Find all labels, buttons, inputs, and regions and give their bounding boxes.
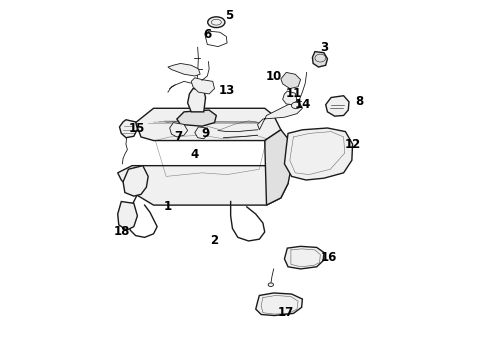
Text: 17: 17 xyxy=(278,306,294,319)
Text: 12: 12 xyxy=(344,138,361,150)
Polygon shape xyxy=(118,166,288,205)
Text: 6: 6 xyxy=(203,28,212,41)
Text: 3: 3 xyxy=(320,41,328,54)
Polygon shape xyxy=(120,120,137,138)
Text: 18: 18 xyxy=(114,225,130,238)
Text: 11: 11 xyxy=(285,87,301,100)
Ellipse shape xyxy=(268,283,273,287)
Polygon shape xyxy=(265,130,295,205)
Text: 10: 10 xyxy=(266,69,282,82)
Polygon shape xyxy=(168,63,200,76)
Polygon shape xyxy=(118,202,137,230)
Text: 2: 2 xyxy=(211,234,219,247)
Polygon shape xyxy=(313,51,327,67)
Polygon shape xyxy=(170,123,188,137)
Text: 13: 13 xyxy=(219,84,235,97)
Text: 7: 7 xyxy=(174,130,183,144)
Polygon shape xyxy=(123,166,148,196)
Polygon shape xyxy=(256,293,302,316)
Polygon shape xyxy=(281,72,300,89)
Ellipse shape xyxy=(292,102,300,109)
Polygon shape xyxy=(191,78,215,94)
Polygon shape xyxy=(326,96,349,116)
Polygon shape xyxy=(283,91,297,105)
Polygon shape xyxy=(285,128,353,180)
Polygon shape xyxy=(136,108,281,140)
Text: 4: 4 xyxy=(191,148,199,161)
Polygon shape xyxy=(177,110,216,126)
Text: 14: 14 xyxy=(294,98,311,111)
Text: 16: 16 xyxy=(321,251,338,264)
Text: 1: 1 xyxy=(164,201,172,213)
Text: 15: 15 xyxy=(128,122,145,135)
Polygon shape xyxy=(258,101,302,130)
Polygon shape xyxy=(195,127,208,139)
Text: 8: 8 xyxy=(356,95,364,108)
Polygon shape xyxy=(188,89,205,112)
Text: 5: 5 xyxy=(225,9,233,22)
Polygon shape xyxy=(285,246,324,269)
Ellipse shape xyxy=(208,17,225,28)
Text: 9: 9 xyxy=(201,127,210,140)
